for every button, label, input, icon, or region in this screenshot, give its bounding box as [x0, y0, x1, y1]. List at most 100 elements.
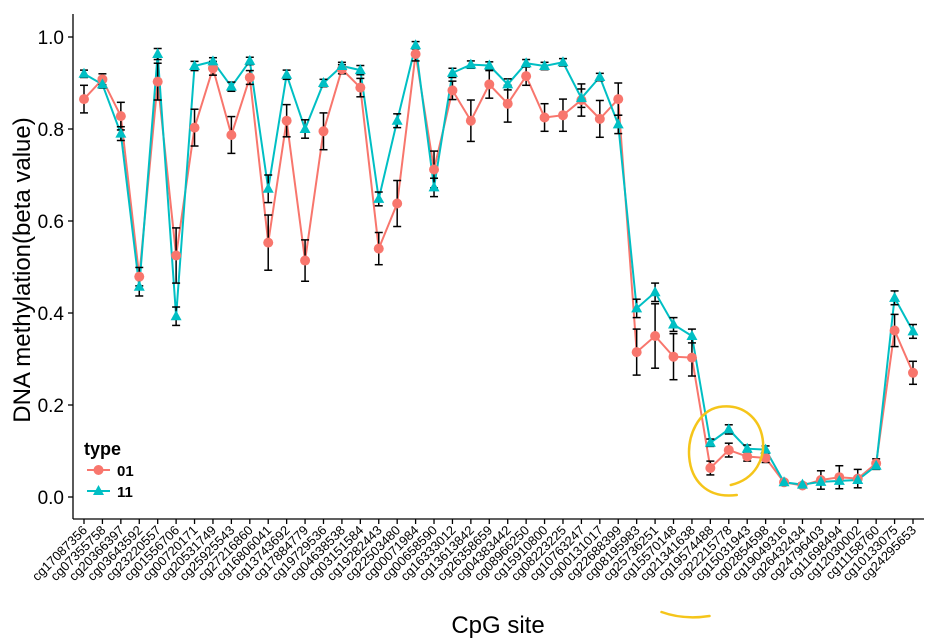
- data-point-01: [557, 110, 568, 121]
- data-point-11: [575, 92, 587, 103]
- data-point-01: [171, 250, 182, 261]
- data-point-01: [281, 115, 292, 126]
- data-point-01: [207, 63, 218, 74]
- data-point-11: [723, 423, 735, 434]
- data-point-01: [889, 325, 900, 336]
- data-point-11: [539, 59, 551, 70]
- legend-label-01: 01: [117, 463, 134, 480]
- legend-key-marker-11: [93, 485, 104, 495]
- data-point-11: [870, 459, 882, 470]
- data-point-01: [429, 164, 440, 175]
- legend-label-11: 11: [117, 484, 133, 501]
- axes: [72, 14, 924, 520]
- series-01: [83, 53, 914, 487]
- data-point-01: [465, 115, 476, 126]
- data-point-11: [354, 64, 366, 75]
- data-point-11: [704, 436, 716, 447]
- data-point-11: [281, 68, 293, 79]
- data-point-01: [134, 271, 145, 282]
- data-point-01: [189, 122, 200, 133]
- data-point-01: [539, 112, 550, 123]
- data-point-01: [686, 352, 697, 363]
- legend-title: type: [84, 439, 121, 459]
- data-point-11: [796, 478, 808, 489]
- data-point-11: [373, 192, 385, 203]
- data-point-11: [631, 302, 643, 313]
- legend-entry-11: 11: [87, 484, 133, 501]
- data-point-01: [300, 255, 311, 266]
- series-11: [83, 45, 914, 486]
- data-point-11: [152, 48, 164, 59]
- data-point-01: [244, 72, 255, 83]
- markers-11: [78, 39, 919, 489]
- y-tick-label: 0.4: [38, 304, 65, 325]
- data-point-11: [410, 39, 422, 50]
- series-line-01: [83, 53, 914, 487]
- data-point-01: [742, 451, 753, 462]
- y-tick-label: 0.2: [38, 396, 64, 417]
- data-point-11: [336, 59, 348, 70]
- data-point-01: [484, 79, 495, 90]
- data-point-01: [668, 351, 679, 362]
- legend-entry-01: 01: [87, 463, 134, 480]
- data-point-11: [317, 77, 329, 87]
- data-point-11: [299, 123, 311, 133]
- data-point-11: [852, 473, 864, 484]
- data-point-11: [502, 78, 514, 89]
- data-point-11: [686, 330, 698, 340]
- data-point-11: [557, 56, 569, 67]
- data-point-11: [612, 118, 624, 129]
- highlight-annotation: [660, 405, 765, 619]
- error-bars-01: [80, 46, 917, 490]
- data-point-11: [78, 67, 90, 78]
- data-point-01: [723, 445, 734, 456]
- data-point-01: [392, 198, 403, 209]
- data-point-11: [465, 58, 477, 69]
- data-point-11: [889, 291, 901, 302]
- data-point-11: [189, 59, 201, 70]
- data-point-01: [373, 243, 384, 254]
- y-axis-title: DNA methylation(beta value): [9, 117, 36, 422]
- data-point-01: [613, 94, 624, 105]
- data-point-11: [391, 114, 403, 125]
- data-point-01: [226, 129, 237, 140]
- data-point-11: [668, 318, 680, 329]
- data-point-11: [741, 442, 753, 453]
- data-point-11: [483, 59, 495, 70]
- data-point-01: [263, 237, 274, 248]
- data-point-11: [833, 474, 845, 485]
- data-point-01: [115, 111, 126, 122]
- data-point-01: [410, 49, 421, 60]
- data-point-01: [705, 463, 716, 474]
- data-point-01: [631, 347, 642, 358]
- series-line-11: [83, 45, 914, 486]
- data-point-01: [79, 94, 89, 105]
- data-point-01: [908, 367, 918, 378]
- data-point-11: [428, 181, 440, 192]
- data-point-11: [907, 325, 919, 336]
- data-point-01: [355, 82, 366, 93]
- data-point-01: [594, 113, 605, 124]
- data-point-11: [115, 127, 127, 138]
- data-point-01: [152, 76, 163, 87]
- y-tick-label: 0.6: [38, 212, 64, 233]
- data-point-11: [225, 80, 237, 91]
- y-tick-label: 0.0: [38, 488, 64, 509]
- data-point-11: [446, 66, 458, 77]
- legend: type 01 11: [84, 439, 134, 501]
- highlight-underline: [660, 610, 711, 619]
- data-point-11: [649, 286, 661, 297]
- y-tick-label: 0.8: [38, 120, 64, 141]
- highlight-circle: [687, 405, 765, 497]
- data-point-01: [650, 331, 661, 341]
- data-point-11: [244, 54, 256, 65]
- markers-01: [79, 49, 918, 491]
- data-point-11: [778, 476, 790, 487]
- x-axis-title: CpG site: [451, 612, 544, 639]
- y-axis-ticks: 0.0 0.2 0.4 0.6 0.8 1.0: [38, 28, 73, 509]
- legend-key-marker-01: [93, 465, 104, 475]
- data-point-11: [96, 78, 108, 89]
- data-point-11: [170, 310, 182, 321]
- data-point-01: [447, 85, 458, 96]
